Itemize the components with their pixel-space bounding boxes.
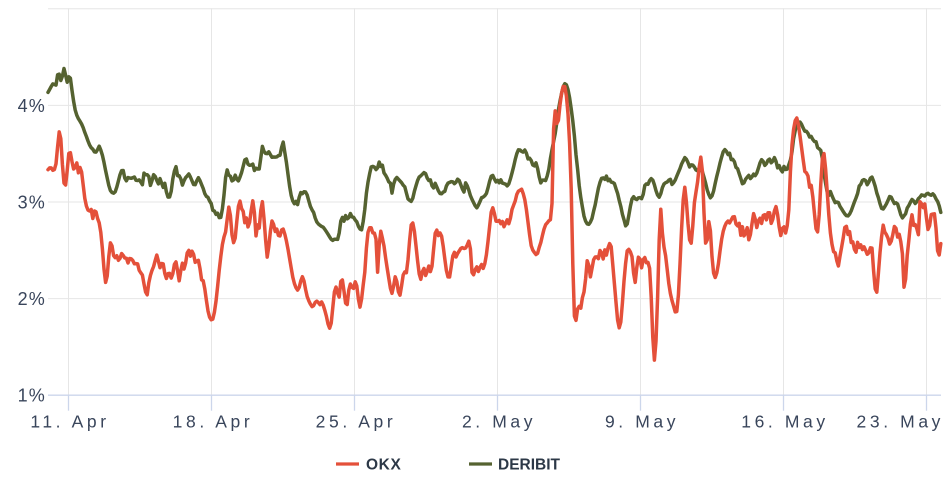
svg-text:11. Apr: 11. Apr [30, 412, 109, 432]
svg-text:25. Apr: 25. Apr [316, 412, 397, 432]
svg-text:3%: 3% [18, 193, 46, 213]
svg-text:18. Apr: 18. Apr [173, 412, 254, 432]
svg-text:2%: 2% [18, 289, 46, 309]
svg-text:4%: 4% [18, 96, 46, 116]
svg-text:2. May: 2. May [462, 412, 536, 432]
svg-text:1%: 1% [18, 386, 46, 406]
svg-text:16. May: 16. May [741, 412, 828, 432]
svg-text:OKX: OKX [366, 457, 401, 474]
svg-text:23. May: 23. May [857, 412, 944, 432]
svg-text:DERIBIT: DERIBIT [498, 457, 561, 474]
svg-text:9. May: 9. May [605, 412, 679, 432]
